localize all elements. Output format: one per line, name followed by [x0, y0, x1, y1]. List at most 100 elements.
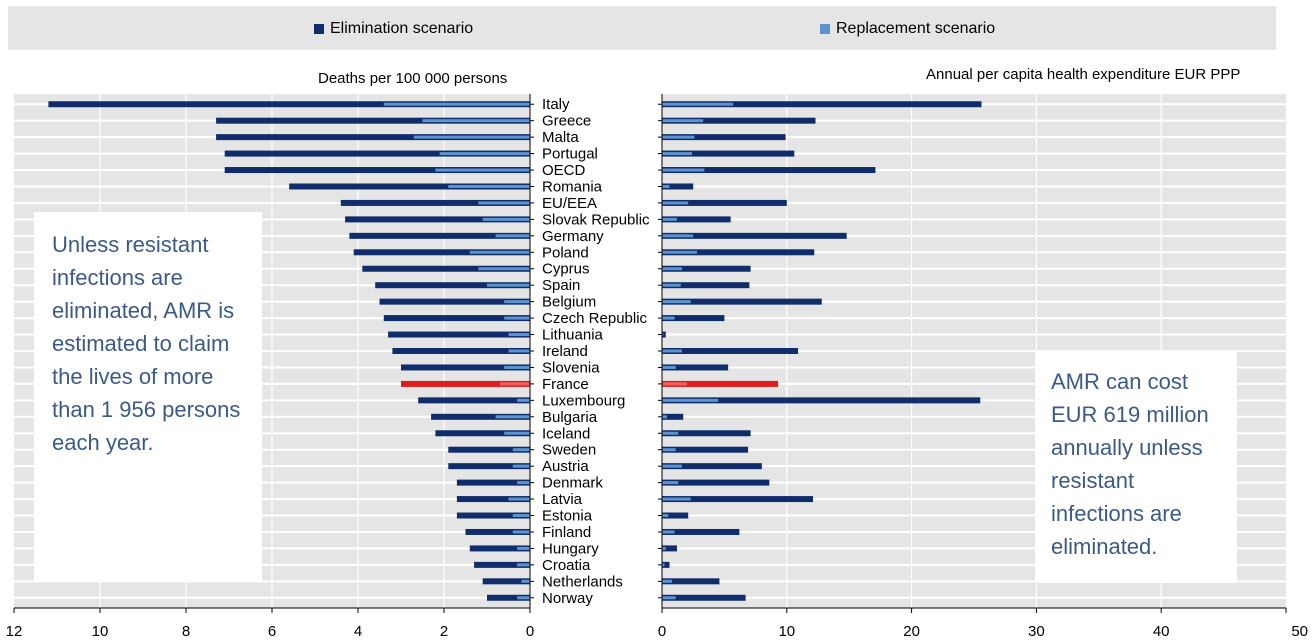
right-bar-elimination-finland — [662, 528, 740, 535]
left-xtick-label-6: 6 — [268, 623, 276, 640]
left-callout: Unless resistant infections are eliminat… — [34, 212, 262, 582]
left-bar-elimination-latvia — [456, 496, 530, 503]
right-bar-replacement-luxembourg — [662, 398, 719, 402]
category-label-romania: Romania — [542, 178, 603, 195]
right-bar-replacement-czech-republic — [662, 316, 675, 320]
left-bar-elimination-iceland — [435, 430, 530, 437]
right-bar-replacement-austria — [662, 464, 682, 468]
left-bar-elimination-germany — [349, 232, 530, 239]
right-bar-replacement-sweden — [662, 448, 676, 452]
category-label-latvia: Latvia — [542, 491, 583, 508]
right-bar-replacement-denmark — [662, 481, 679, 485]
right-bar-elimination-czech-republic — [662, 315, 725, 322]
right-bar-elimination-malta — [662, 134, 786, 141]
right-bar-replacement-malta — [662, 135, 695, 139]
left-bar-elimination-cyprus — [362, 265, 530, 272]
left-bar-replacement-luxembourg — [517, 398, 530, 402]
right-bar-elimination-estonia — [662, 512, 689, 519]
left-bar-elimination-eu-eea — [340, 199, 530, 206]
category-label-ireland: Ireland — [542, 343, 588, 360]
category-label-luxembourg: Luxembourg — [542, 392, 625, 409]
right-bar-elimination-croatia — [662, 561, 670, 568]
right-bar-elimination-spain — [662, 282, 750, 289]
right-bar-replacement-belgium — [662, 300, 691, 304]
right-xtick-label-20: 20 — [903, 623, 920, 640]
category-label-portugal: Portugal — [542, 146, 598, 163]
left-bar-elimination-romania — [289, 183, 530, 190]
left-bar-replacement-bulgaria — [495, 415, 530, 419]
left-chart-title: Deaths per 100 000 persons — [318, 70, 508, 87]
left-bar-elimination-finland — [465, 528, 530, 535]
right-xtick-label-30: 30 — [1028, 623, 1045, 640]
right-bar-elimination-netherlands — [662, 578, 720, 585]
right-bar-replacement-latvia — [662, 497, 691, 501]
left-bar-replacement-norway — [517, 596, 530, 600]
right-bar-replacement-lithuania — [662, 333, 664, 337]
right-xtick-label-50: 50 — [1291, 623, 1308, 640]
category-label-finland: Finland — [542, 524, 591, 541]
legend: Elimination scenario Replacement scenari… — [8, 6, 1276, 50]
right-bar-replacement-italy — [662, 102, 734, 106]
right-bar-replacement-poland — [662, 250, 697, 254]
category-label-sweden: Sweden — [542, 442, 596, 459]
right-bar-replacement-slovak-republic — [662, 217, 677, 221]
category-label-slovak-republic: Slovak Republic — [542, 211, 650, 228]
category-label-norway: Norway — [542, 590, 593, 607]
right-xtick-label-40: 40 — [1153, 623, 1170, 640]
category-label-oecd: OECD — [542, 162, 586, 179]
right-bar-replacement-romania — [662, 184, 670, 188]
right-bar-replacement-greece — [662, 119, 704, 123]
right-xtick-label-10: 10 — [778, 623, 795, 640]
category-label-spain: Spain — [542, 277, 580, 294]
right-bar-replacement-croatia — [662, 563, 665, 567]
left-bar-elimination-belgium — [379, 298, 530, 305]
left-bar-replacement-belgium — [504, 300, 530, 304]
left-bar-elimination-hungary — [469, 545, 530, 552]
left-bar-elimination-lithuania — [388, 331, 530, 338]
right-bar-replacement-hungary — [662, 546, 666, 550]
left-bar-replacement-hungary — [517, 546, 530, 550]
category-label-estonia: Estonia — [542, 508, 593, 525]
right-bar-elimination-cyprus — [662, 265, 751, 272]
left-bar-replacement-poland — [469, 250, 530, 254]
right-bar-elimination-oecd — [662, 167, 876, 174]
left-bar-replacement-ireland — [508, 349, 530, 353]
left-bar-elimination-estonia — [456, 512, 530, 519]
right-bar-elimination-iceland — [662, 430, 751, 437]
category-label-france: France — [542, 376, 589, 393]
right-bar-elimination-germany — [662, 232, 847, 239]
category-label-poland: Poland — [542, 244, 589, 261]
right-bar-elimination-sweden — [662, 446, 749, 453]
left-bar-elimination-slovak-republic — [345, 216, 530, 223]
left-bar-elimination-oecd — [224, 167, 530, 174]
right-bar-elimination-belgium — [662, 298, 822, 305]
left-bar-replacement-portugal — [439, 152, 530, 156]
left-xtick-label-8: 8 — [182, 623, 190, 640]
left-bar-elimination-norway — [487, 594, 530, 601]
legend-label-replacement: Replacement scenario — [836, 20, 996, 37]
right-bar-replacement-france — [662, 382, 687, 386]
left-xtick-label-10: 10 — [92, 623, 109, 640]
category-label-eu-eea: EU/EEA — [542, 195, 597, 212]
legend-label-elimination: Elimination scenario — [330, 20, 474, 37]
left-bar-replacement-romania — [448, 184, 530, 188]
category-label-cyprus: Cyprus — [542, 261, 590, 278]
left-bar-replacement-germany — [495, 234, 530, 238]
left-bar-elimination-spain — [375, 282, 530, 289]
right-bar-elimination-portugal — [662, 150, 795, 157]
right-bar-elimination-eu-eea — [662, 199, 787, 206]
left-bar-replacement-netherlands — [521, 579, 530, 583]
category-label-greece: Greece — [542, 113, 591, 130]
left-bar-elimination-sweden — [448, 446, 530, 453]
left-bar-replacement-lithuania — [508, 333, 530, 337]
left-bar-replacement-iceland — [504, 431, 530, 435]
left-bar-replacement-spain — [487, 283, 530, 287]
left-bar-replacement-austria — [512, 464, 530, 468]
left-bar-replacement-cyprus — [478, 267, 530, 271]
right-xtick-label-0: 0 — [658, 623, 666, 640]
category-label-lithuania: Lithuania — [542, 327, 604, 344]
left-bar-replacement-croatia — [517, 563, 530, 567]
right-bar-replacement-oecd — [662, 168, 705, 172]
left-bar-replacement-italy — [383, 102, 530, 106]
left-bar-elimination-netherlands — [482, 578, 530, 585]
